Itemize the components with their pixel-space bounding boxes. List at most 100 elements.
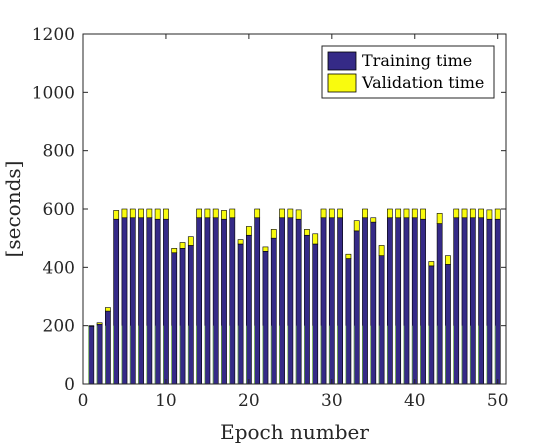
bar-training-38: [395, 217, 402, 385]
bar-training-14: [196, 217, 202, 385]
bar-training-39: [403, 217, 410, 385]
legend-swatch-0: [327, 51, 357, 71]
bar-training-22: [262, 250, 269, 385]
bar-validation-25: [287, 208, 294, 219]
x-tick-label-30: 30: [321, 391, 343, 411]
bar-validation-16: [212, 208, 219, 219]
bar-validation-7: [138, 208, 144, 219]
bar-training-21: [254, 217, 261, 385]
bar-validation-34: [362, 208, 368, 219]
bar-training-29: [320, 217, 327, 385]
y-tick-label-0: 0: [64, 375, 75, 395]
bar-validation-31: [337, 208, 343, 219]
bar-validation-29: [320, 208, 327, 219]
bar-validation-14: [196, 208, 202, 219]
bar-validation-49: [486, 209, 493, 220]
bar-validation-4: [113, 210, 120, 220]
bar-validation-17: [221, 210, 227, 220]
bar-validation-13: [187, 236, 194, 246]
bar-training-40: [411, 217, 418, 385]
bar-training-27: [304, 234, 310, 385]
bar-validation-30: [328, 208, 335, 219]
bar-training-48: [478, 217, 484, 385]
bar-validation-28: [312, 233, 319, 245]
x-axis-label: Epoch number: [220, 420, 369, 444]
y-tick-label-200: 200: [43, 317, 75, 337]
bar-training-31: [337, 217, 343, 385]
bar-training-35: [370, 221, 377, 385]
bar-training-5: [121, 217, 128, 385]
bar-validation-9: [154, 208, 161, 220]
legend-swatch-1: [327, 73, 357, 93]
y-tick-label-1000: 1000: [32, 83, 75, 103]
bar-validation-15: [204, 208, 211, 219]
y-tick-label-400: 400: [43, 258, 75, 278]
bar-validation-3: [105, 307, 111, 312]
bar-validation-39: [403, 208, 410, 219]
bar-validation-50: [494, 208, 501, 220]
bar-validation-33: [353, 220, 360, 232]
x-tick-label-50: 50: [487, 391, 509, 411]
bar-training-34: [362, 217, 368, 385]
bar-training-50: [494, 218, 501, 385]
bar-training-30: [328, 217, 335, 385]
y-tick-label-600: 600: [43, 200, 75, 220]
bar-validation-42: [428, 261, 435, 267]
bar-training-32: [345, 258, 352, 385]
bar-validation-20: [246, 226, 252, 236]
y-tick-label-800: 800: [43, 142, 75, 162]
bar-validation-11: [171, 248, 178, 254]
bar-training-15: [204, 217, 211, 385]
bar-training-23: [270, 237, 277, 385]
bar-training-28: [312, 243, 319, 385]
x-tick-label-10: 10: [155, 391, 177, 411]
bar-training-47: [469, 217, 476, 385]
bar-training-44: [445, 264, 451, 385]
legend-label-0: Training time: [362, 51, 472, 70]
bar-training-36: [378, 255, 385, 385]
bar-training-6: [129, 217, 136, 385]
bar-training-11: [171, 252, 178, 385]
bar-validation-43: [436, 213, 443, 224]
bar-training-33: [353, 230, 360, 385]
bar-training-16: [212, 217, 219, 385]
bar-validation-19: [237, 239, 244, 245]
bar-training-8: [146, 217, 153, 385]
bar-training-49: [486, 218, 493, 385]
bar-validation-45: [453, 208, 460, 219]
bar-training-1: [88, 325, 95, 385]
bar-validation-44: [445, 255, 451, 265]
y-tick-label-1200: 1200: [32, 25, 75, 45]
bar-training-12: [179, 248, 186, 385]
bar-training-43: [436, 223, 443, 385]
bar-validation-2: [96, 322, 103, 325]
bar-training-13: [187, 245, 194, 385]
bar-validation-22: [262, 246, 269, 252]
bar-validation-6: [129, 208, 136, 219]
bar-validation-40: [411, 208, 418, 219]
bar-training-20: [246, 234, 252, 385]
bar-validation-37: [387, 208, 393, 219]
bar-validation-48: [478, 208, 484, 219]
bar-validation-38: [395, 208, 402, 219]
bar-training-41: [420, 218, 426, 385]
bar-training-45: [453, 217, 460, 385]
bar-validation-12: [179, 242, 186, 249]
bar-validation-36: [378, 245, 385, 256]
bar-validation-41: [420, 208, 426, 220]
bar-training-3: [105, 310, 111, 385]
bar-training-37: [387, 217, 393, 385]
x-tick-label-20: 20: [238, 391, 260, 411]
bar-validation-26: [295, 209, 302, 220]
bar-validation-21: [254, 208, 261, 219]
bar-validation-18: [229, 208, 236, 219]
legend: Training time Validation time: [321, 45, 495, 99]
y-axis-label: [seconds]: [1, 161, 25, 258]
bar-training-10: [163, 218, 169, 385]
bar-training-42: [428, 265, 435, 385]
bar-validation-10: [163, 208, 169, 220]
bar-validation-27: [304, 229, 310, 236]
bar-training-9: [154, 218, 161, 385]
bar-training-46: [461, 217, 468, 385]
bar-validation-1: [88, 325, 95, 327]
